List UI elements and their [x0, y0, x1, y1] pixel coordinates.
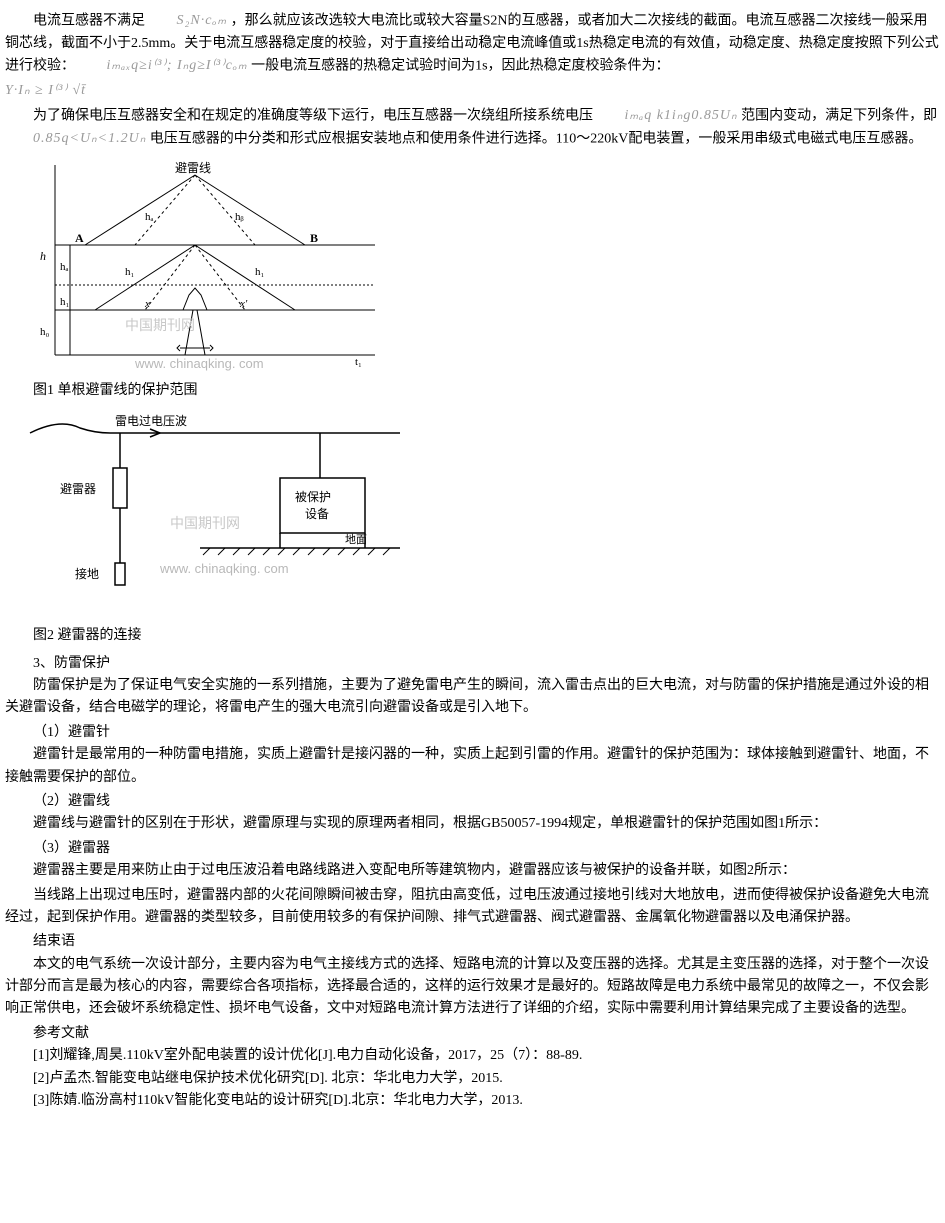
fig1-wm-en: www. chinaqking. com — [134, 356, 264, 371]
fig1-h1: h₁ — [60, 296, 70, 308]
fig2-dimian: 地面 — [345, 533, 367, 546]
p2-text3: 电压互感器的中分类和形式应根据安装地点和使用条件进行选择。110～220kV配电… — [150, 131, 923, 146]
para-rod: 避雷针是最常用的一种防雷电措施，实质上避雷针是接闪器的一种，实质上起到引雷的作用… — [5, 744, 940, 789]
ref-3: [3]陈婧.临汾高村110kV智能化变电站的设计研究[D].北京：华北电力大学，… — [5, 1090, 940, 1112]
fig2-wave: 雷电过电压波 — [115, 414, 187, 428]
fig1-h1-l: h₁ — [125, 266, 135, 278]
fig1-x2: x' — [239, 298, 248, 310]
fig1-h: h — [40, 249, 46, 263]
fig2-wm-cn: 中国期刊网 — [170, 516, 240, 532]
figure-1-caption: 图1 单根避雷线的保护范围 — [5, 380, 940, 402]
sub-2-title: （2）避雷线 — [5, 791, 940, 813]
fig1-ha: hₐ — [60, 261, 69, 273]
section-3-title: 3、防雷保护 — [5, 653, 940, 675]
formula-un-cond: 0.85q<Uₙ<1.2Uₙ — [5, 128, 146, 150]
fig2-ground: 接地 — [75, 566, 99, 581]
fig1-label-top: 避雷线 — [175, 161, 211, 175]
fig1-ha-left: hₐ — [145, 211, 154, 223]
para-wire: 避雷线与避雷针的区别在于形状，避雷原理与实现的原理两者相同，根据GB50057-… — [5, 813, 940, 835]
paragraph-2: 为了确保电压互感器安全和在规定的准确度等级下运行，电压互感器一次绕组所接系统电压… — [5, 105, 940, 151]
figure-2-svg: 雷电过电压波 避雷器 接地 被保护 设备 地面 中国 — [20, 413, 420, 593]
para-arrester-2: 当线路上出现过电压时，避雷器内部的火花间隙瞬间被击穿，阻抗由高变低，过电压波通过… — [5, 885, 940, 930]
fig1-h1-r: h₁ — [255, 266, 265, 278]
conclusion-title: 结束语 — [5, 931, 940, 953]
fig1-x: x — [144, 298, 150, 310]
para-lightning-intro: 防雷保护是为了保证电气安全实施的一系列措施，主要为了避免雷电产生的瞬间，流入雷击… — [5, 675, 940, 720]
fig1-A: A — [75, 231, 84, 245]
formula-yin: Y·Iₙ ≥ I⁽³⁾ √t̄ — [5, 80, 86, 102]
figure-2-caption: 图2 避雷器的连接 — [5, 625, 940, 647]
sub-3-title: （3）避雷器 — [5, 838, 940, 860]
fig1-wm-cn: 中国期刊网 — [125, 318, 195, 334]
paragraph-1: 电流互感器不满足 S₂N·cₒₘ ，那么就应该改选较大电流比或较大容量S2N的互… — [5, 10, 940, 78]
ref-1: [1]刘耀锋,周昊.110kV室外配电装置的设计优化[J].电力自动化设备，20… — [5, 1045, 940, 1067]
sub-1-title: （1）避雷针 — [5, 722, 940, 744]
para-arrester: 避雷器主要是用来防止由于过电压波沿着电路线路进入变配电所等建筑物内，避雷器应该与… — [5, 860, 940, 882]
formula-s2n: S₂N·cₒₘ — [149, 10, 228, 32]
formula-un-range: iₘₐq k1iₙg0.85Uₙ — [597, 105, 738, 127]
fig1-hb: h₀ — [40, 326, 50, 338]
fig2-wm-en: www. chinaqking. com — [159, 561, 289, 576]
fig2-arrester: 避雷器 — [60, 482, 96, 496]
para-conclusion: 本文的电气系统一次设计部分，主要内容为电气主接线方式的选择、短路电流的计算以及变… — [5, 954, 940, 1021]
figure-1-svg: 避雷线 hₐ hᵦ A B h₁ h₁ x x' — [25, 160, 395, 375]
p1-text3: 一般电流互感器的热稳定试验时间为1s，因此热稳定度校验条件为： — [251, 59, 669, 74]
fig2-device-l1: 被保护 — [295, 490, 331, 504]
figure-2-diagram: 雷电过电压波 避雷器 接地 被保护 设备 地面 中国 — [20, 413, 940, 593]
p1-text1: 电流互感器不满足 — [33, 13, 145, 28]
figure-1-diagram: 避雷线 hₐ hᵦ A B h₁ h₁ x x' — [25, 160, 940, 375]
p2-text1: 为了确保电压互感器安全和在规定的准确度等级下运行，电压互感器一次绕组所接系统电压 — [33, 108, 593, 123]
refs-title: 参考文献 — [5, 1023, 940, 1045]
formula-check: iₘₐₓq≥i⁽³⁾; Iₙg≥I⁽³⁾cₒₘ — [79, 55, 248, 77]
ref-2: [2]卢孟杰.智能变电站继电保护技术优化研究[D]. 北京：华北电力大学，201… — [5, 1068, 940, 1090]
fig1-B: B — [310, 231, 318, 245]
p2-text2: 范围内变动，满足下列条件，即 — [741, 108, 937, 123]
fig1-t1: t₁ — [355, 356, 362, 368]
fig1-ha-right: hᵦ — [235, 211, 244, 223]
formula-line: Y·Iₙ ≥ I⁽³⁾ √t̄ — [5, 80, 940, 103]
fig2-device-l2: 设备 — [305, 507, 329, 521]
